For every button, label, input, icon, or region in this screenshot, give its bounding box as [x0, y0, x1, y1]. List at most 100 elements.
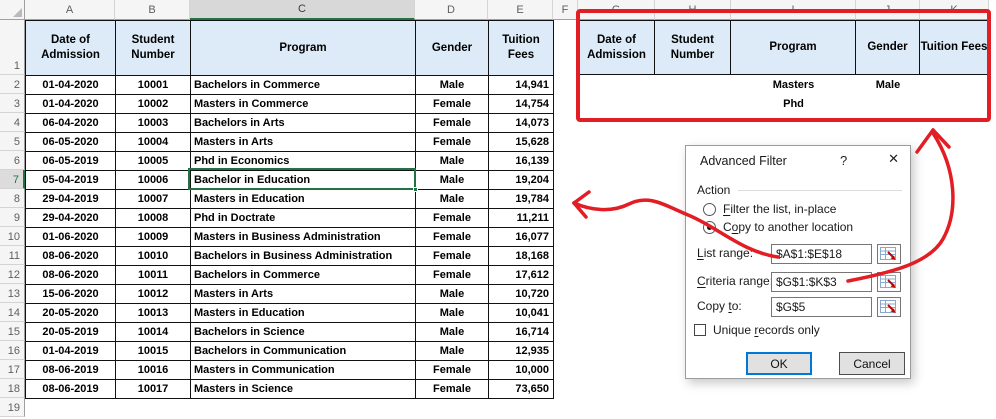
table-cell[interactable]: Female: [416, 209, 489, 228]
checkbox-icon[interactable]: [694, 324, 706, 336]
table-cell[interactable]: Female: [416, 361, 489, 380]
criteria-header-cell[interactable]: Student Number: [655, 20, 731, 75]
table-cell[interactable]: Phd in Economics: [191, 152, 416, 171]
column-header-F[interactable]: F: [553, 0, 578, 20]
criteria-header-cell[interactable]: Gender: [856, 20, 920, 75]
table-cell[interactable]: Female: [416, 228, 489, 247]
row-header-2[interactable]: 2: [0, 75, 25, 94]
table-cell[interactable]: 20-05-2019: [26, 323, 116, 342]
criteria-value-cell[interactable]: Masters: [772, 78, 815, 91]
table-cell[interactable]: Masters in Arts: [191, 133, 416, 152]
table-cell[interactable]: 10005: [116, 152, 191, 171]
table-cell[interactable]: 10,720: [489, 285, 554, 304]
row-header-18[interactable]: 18: [0, 379, 25, 398]
table-cell[interactable]: 16,139: [489, 152, 554, 171]
row-header-11[interactable]: 11: [0, 246, 25, 265]
table-cell[interactable]: Bachelor in Education: [191, 171, 416, 190]
criteria-range-input[interactable]: $G$1:$K$3: [771, 272, 872, 292]
row-header-19[interactable]: 19: [0, 398, 25, 417]
ok-button[interactable]: OK: [746, 352, 812, 375]
table-cell[interactable]: Masters in Commerce: [191, 95, 416, 114]
table-cell[interactable]: Bachelors in Business Administration: [191, 247, 416, 266]
table-cell[interactable]: 08-06-2020: [26, 247, 116, 266]
table-cell[interactable]: 10006: [116, 171, 191, 190]
table-cell[interactable]: 01-04-2020: [26, 95, 116, 114]
help-icon[interactable]: ?: [840, 153, 848, 168]
table-cell[interactable]: Bachelors in Commerce: [191, 76, 416, 95]
row-header-16[interactable]: 16: [0, 341, 25, 360]
row-header-13[interactable]: 13: [0, 284, 25, 303]
table-cell[interactable]: 01-06-2020: [26, 228, 116, 247]
row-header-9[interactable]: 9: [0, 208, 25, 227]
criteria-header-cell[interactable]: Tuition Fees: [920, 20, 989, 75]
radio-circle-icon[interactable]: [703, 202, 716, 216]
table-cell[interactable]: 73,650: [489, 380, 554, 399]
cancel-button[interactable]: Cancel: [839, 352, 905, 375]
column-header-B[interactable]: B: [115, 0, 190, 20]
column-header-C[interactable]: C: [190, 0, 415, 20]
table-cell[interactable]: Female: [416, 114, 489, 133]
row-header-5[interactable]: 5: [0, 132, 25, 151]
criteria-value-cell[interactable]: [655, 75, 731, 94]
criteria-value-cell[interactable]: [920, 75, 989, 94]
criteria-header-cell[interactable]: Date of Admission: [578, 20, 655, 75]
table-cell[interactable]: 10012: [116, 285, 191, 304]
table-cell[interactable]: 10,041: [489, 304, 554, 323]
list-range-collapse-button[interactable]: [877, 244, 901, 264]
table-cell[interactable]: Masters in Education: [191, 304, 416, 323]
row-header-7[interactable]: 7: [0, 170, 25, 189]
table-cell[interactable]: 10015: [116, 342, 191, 361]
table-cell[interactable]: 10017: [116, 380, 191, 399]
close-icon[interactable]: ✕: [888, 151, 899, 166]
table-cell[interactable]: Male: [416, 304, 489, 323]
radio-filter-in-place[interactable]: Filter the list, in-place: [703, 202, 836, 216]
table-cell[interactable]: 10002: [116, 95, 191, 114]
table-cell[interactable]: Male: [416, 285, 489, 304]
list-range-input[interactable]: $A$1:$E$18: [771, 244, 872, 264]
criteria-value-cell[interactable]: [856, 94, 920, 113]
table-cell[interactable]: 06-05-2019: [26, 152, 116, 171]
table-cell[interactable]: 08-06-2019: [26, 361, 116, 380]
column-header-G[interactable]: G: [578, 0, 655, 20]
table-cell[interactable]: 12,935: [489, 342, 554, 361]
table-cell[interactable]: 08-06-2020: [26, 266, 116, 285]
table-cell[interactable]: 19,204: [489, 171, 554, 190]
column-header-I[interactable]: I: [731, 0, 856, 20]
row-header-4[interactable]: 4: [0, 113, 25, 132]
table-cell[interactable]: 15,628: [489, 133, 554, 152]
table-cell[interactable]: 01-04-2020: [26, 76, 116, 95]
table-cell[interactable]: 15-06-2020: [26, 285, 116, 304]
table-cell[interactable]: 19,784: [489, 190, 554, 209]
table-cell[interactable]: Bachelors in Science: [191, 323, 416, 342]
row-header-1[interactable]: 1: [0, 20, 25, 75]
table-cell[interactable]: 20-05-2020: [26, 304, 116, 323]
row-header-10[interactable]: 10: [0, 227, 25, 246]
table-cell[interactable]: 29-04-2019: [26, 190, 116, 209]
table-cell[interactable]: 18,168: [489, 247, 554, 266]
table-cell[interactable]: Phd in Doctrate: [191, 209, 416, 228]
row-header-12[interactable]: 12: [0, 265, 25, 284]
unique-records-checkbox-row[interactable]: Unique records only: [694, 323, 820, 337]
table-header-cell[interactable]: Tuition Fees: [489, 21, 554, 76]
column-header-H[interactable]: H: [655, 0, 731, 20]
table-cell[interactable]: 10001: [116, 76, 191, 95]
table-cell[interactable]: Male: [416, 171, 489, 190]
table-cell[interactable]: Male: [416, 323, 489, 342]
table-cell[interactable]: 10014: [116, 323, 191, 342]
table-cell[interactable]: Male: [416, 190, 489, 209]
table-cell[interactable]: 14,073: [489, 114, 554, 133]
table-cell[interactable]: 11,211: [489, 209, 554, 228]
table-cell[interactable]: 16,714: [489, 323, 554, 342]
criteria-value-cell[interactable]: [920, 94, 989, 113]
table-cell[interactable]: Female: [416, 247, 489, 266]
column-header-K[interactable]: K: [920, 0, 989, 20]
table-cell[interactable]: Masters in Education: [191, 190, 416, 209]
radio-circle-selected-icon[interactable]: [703, 220, 716, 234]
column-header-J[interactable]: J: [856, 0, 920, 20]
table-header-cell[interactable]: Program: [191, 21, 416, 76]
row-header-3[interactable]: 3: [0, 94, 25, 113]
table-header-cell[interactable]: Student Number: [116, 21, 191, 76]
table-cell[interactable]: 06-05-2020: [26, 133, 116, 152]
table-cell[interactable]: 01-04-2019: [26, 342, 116, 361]
table-cell[interactable]: 10013: [116, 304, 191, 323]
